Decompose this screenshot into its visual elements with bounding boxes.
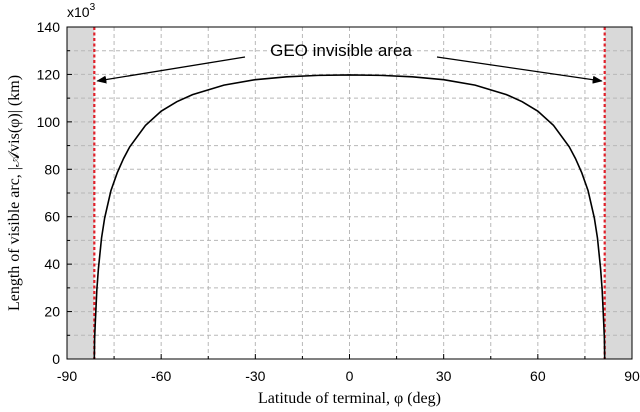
tick-marks [66, 26, 633, 360]
annotation-arrow-left [96, 56, 246, 84]
y-multiplier-exponent: 3 [90, 2, 96, 13]
y-tick-label: 0 [52, 351, 60, 367]
series-line [93, 74, 606, 360]
series-layer [93, 74, 606, 360]
annotation-text: GEO invisible area [270, 41, 412, 60]
x-tick-label: -90 [57, 368, 77, 384]
y-tick-label: 60 [44, 209, 60, 225]
y-multiplier: x103 [67, 2, 96, 20]
y-tick-label: 80 [44, 161, 60, 177]
y-multiplier-base: x10 [67, 4, 90, 20]
y-tick-label: 120 [37, 66, 61, 82]
y-tick-label: 40 [44, 256, 60, 272]
y-tick-labels: 0 20 40 60 80 100 120 140 [37, 19, 61, 367]
x-axis-label: Latitude of terminal, φ (deg) [258, 390, 441, 407]
x-tick-label: 0 [346, 368, 354, 384]
x-tick-label: 60 [530, 368, 546, 384]
y-axis-label: Length of visible arc, |𝒜vis(φ)| (km) [6, 75, 23, 311]
x-tick-label: 90 [624, 368, 640, 384]
x-tick-labels: -90 -60 -30 0 30 60 90 [57, 368, 640, 384]
y-tick-label: 100 [37, 114, 61, 130]
annotation-arrow-right [436, 56, 603, 84]
x-tick-label: 30 [436, 368, 452, 384]
x-tick-label: -60 [151, 368, 171, 384]
annotation: GEO invisible area [96, 41, 603, 84]
y-tick-label: 140 [37, 19, 61, 35]
x-tick-label: -30 [245, 368, 265, 384]
grid [67, 27, 632, 359]
boundary-lines [93, 27, 606, 359]
y-tick-label: 20 [44, 304, 60, 320]
